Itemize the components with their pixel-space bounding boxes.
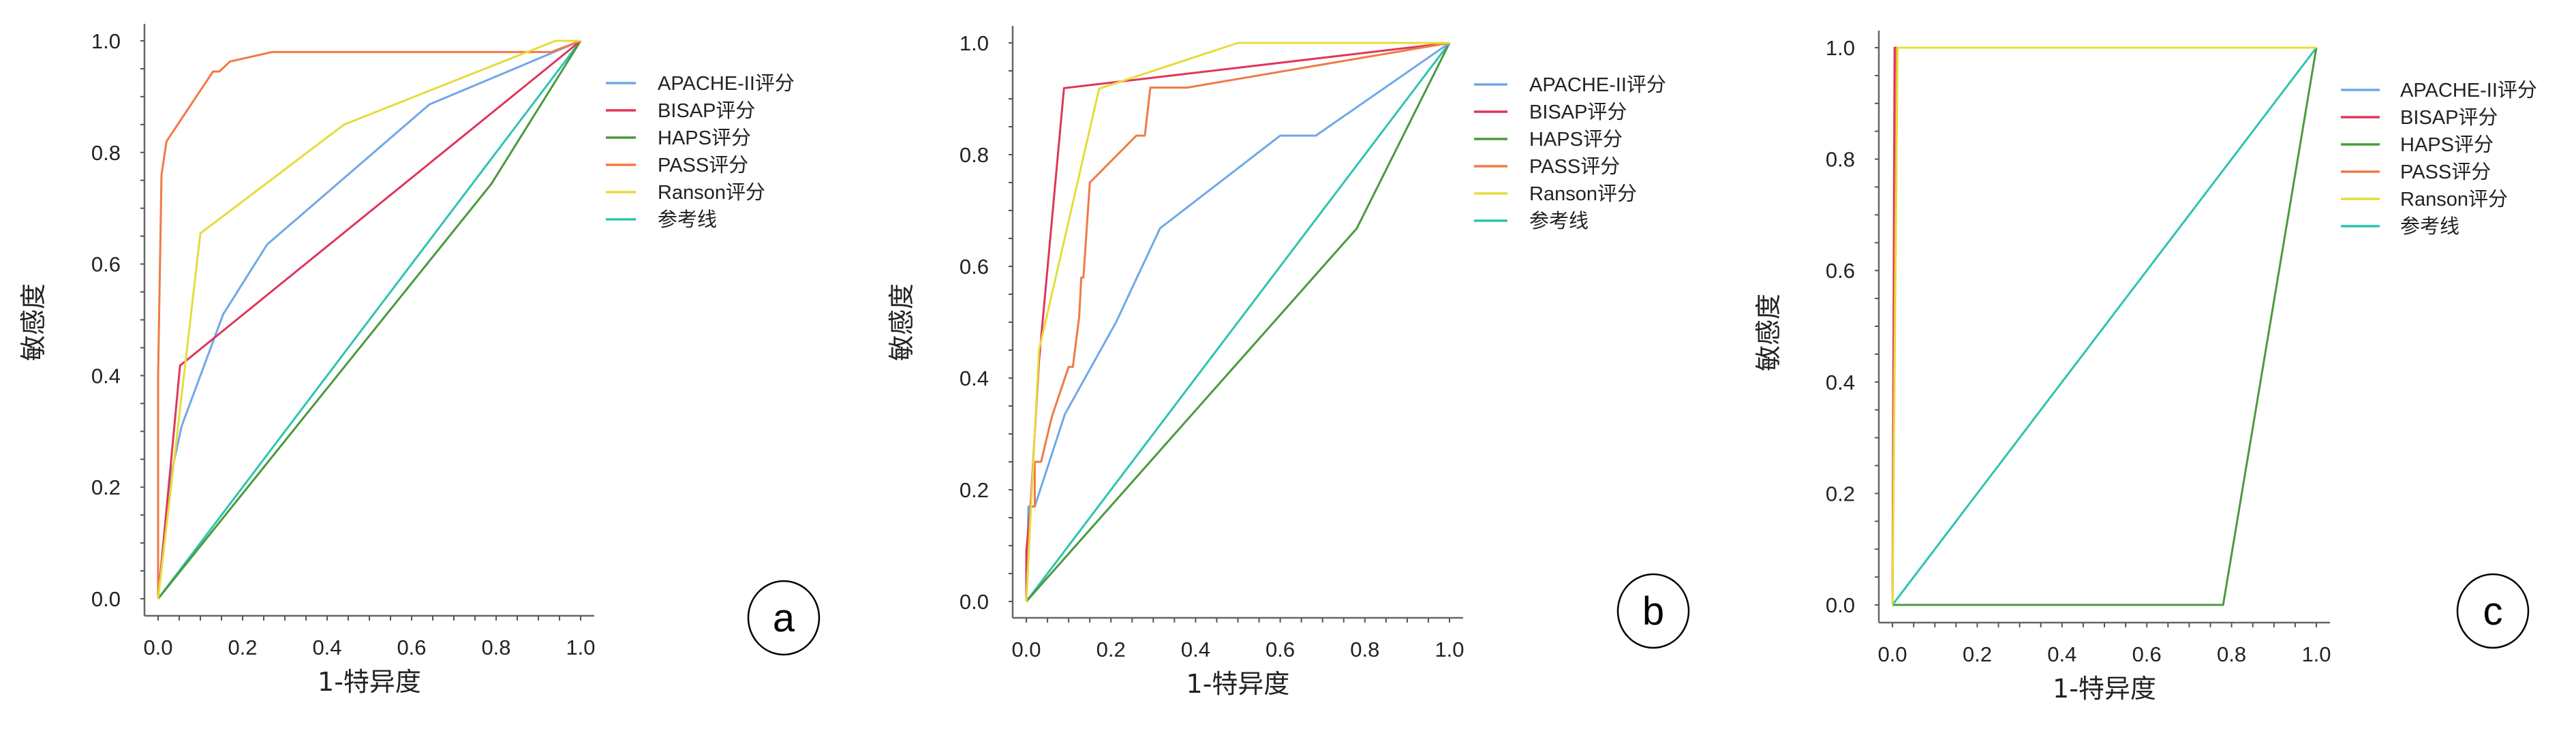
y-tick-label: 0.2 — [960, 478, 989, 502]
series-line-5 — [1891, 47, 2318, 606]
x-tick-label: 0.4 — [312, 636, 341, 659]
x-tick-label: 0.4 — [2047, 642, 2076, 666]
legend-label: APACHE-II评分 — [1529, 74, 1666, 96]
x-tick-label: 0.8 — [481, 636, 510, 659]
x-tick-label: 0.6 — [397, 636, 426, 659]
x-tick-label: 1.0 — [2301, 642, 2331, 666]
y-tick-label: 0.0 — [1826, 593, 1855, 617]
y-tick-label: 0.0 — [960, 590, 989, 614]
x-tick-label: 0.6 — [1266, 638, 1295, 661]
y-tick-label: 0.6 — [1826, 259, 1855, 283]
legend-label: BISAP评分 — [2400, 107, 2498, 129]
y-tick-label: 0.0 — [91, 587, 121, 611]
y-tick-label: 0.2 — [91, 475, 121, 499]
y-axis-title: 敏感度 — [18, 283, 48, 361]
y-tick-label: 1.0 — [960, 31, 989, 55]
y-tick-label: 0.8 — [960, 143, 989, 167]
x-tick-label: 0.2 — [1097, 638, 1126, 661]
x-tick-label: 0.4 — [1181, 638, 1210, 661]
x-axis-title: 1-特异度 — [318, 667, 421, 697]
legend-label: APACHE-II评分 — [2400, 80, 2537, 101]
y-tick-label: 0.8 — [1826, 148, 1855, 172]
y-axis-title: 敏感度 — [1753, 294, 1783, 371]
legend: APACHE-II评分 BISAP评分 HAPS评分 PASS评分 Ranson评分参考… — [1474, 74, 1666, 232]
roc-panel-a: 0.0 0.2 0.4 0.6 0.8 1.0 0.0 0.2 0.4 0.6 0.8 1.0 1-特异… — [18, 24, 821, 697]
legend-label: HAPS评分 — [658, 127, 751, 149]
legend-label: HAPS评分 — [1529, 129, 1623, 151]
x-axis-title: 1-特异度 — [1186, 669, 1290, 699]
series-line-2 — [157, 40, 582, 599]
x-tick-label: 1.0 — [566, 636, 595, 659]
y-tick-label: 0.8 — [91, 141, 121, 165]
series-line-5 — [157, 40, 582, 599]
legend-label: BISAP评分 — [1529, 101, 1627, 123]
y-tick-label: 1.0 — [91, 29, 121, 53]
y-axis-title: 敏感度 — [887, 283, 917, 361]
x-tick-label: 0.0 — [1877, 642, 1907, 666]
legend: APACHE-II评分 BISAP评分 HAPS评分 PASS评分 Ranson评分参考… — [606, 73, 795, 231]
roc-panel-b: 0.0 0.2 0.4 0.6 0.8 1.0 0.0 0.2 0.4 0.6 0.8 1.0 1-特异… — [887, 26, 1690, 699]
legend-label: PASS评分 — [1529, 156, 1620, 178]
legend-label: 参考线 — [2400, 215, 2459, 238]
y-tick-label: 0.4 — [1826, 371, 1855, 394]
y-tick-label: 0.4 — [960, 366, 989, 390]
x-axis-title: 1-特异度 — [2053, 674, 2156, 704]
panel-label-circle — [1616, 573, 1690, 649]
y-tick-label: 0.4 — [91, 364, 121, 388]
series-line-4 — [157, 40, 581, 599]
legend-label: PASS评分 — [2400, 161, 2491, 183]
y-tick-label: 0.2 — [1826, 482, 1855, 505]
y-tick-label: 0.6 — [960, 255, 989, 279]
series-line-4 — [1025, 42, 1450, 602]
legend-label: APACHE-II评分 — [658, 73, 795, 95]
legend-label: BISAP评分 — [658, 100, 755, 122]
x-tick-label: 1.0 — [1435, 638, 1464, 661]
panel-label: c — [2483, 589, 2503, 634]
x-tick-label: 0.0 — [1011, 638, 1041, 661]
y-tick-label: 1.0 — [1826, 36, 1855, 60]
legend-label: HAPS评分 — [2400, 134, 2494, 156]
legend: APACHE-II评分 BISAP评分 HAPS评分 PASS评分 Ranson评分参考… — [2341, 80, 2537, 238]
series-line-5 — [1025, 42, 1451, 602]
roc-panel-c: 0.0 0.2 0.4 0.6 0.8 1.0 0.0 0.2 0.4 0.6 0.8 1.0 1-特异… — [1753, 31, 2537, 704]
legend-label: PASS评分 — [658, 155, 748, 176]
series-line-3 — [157, 40, 581, 599]
x-tick-label: 0.2 — [228, 636, 257, 659]
panel-label-circle — [747, 580, 821, 656]
series-line-3 — [1025, 42, 1450, 602]
series-line-2 — [1892, 47, 2318, 606]
panel-label: b — [1642, 589, 1664, 634]
x-tick-label: 0.8 — [1350, 638, 1379, 661]
panel-label: a — [773, 596, 795, 640]
series-line-2 — [1025, 42, 1451, 602]
y-tick-label: 0.6 — [91, 253, 121, 277]
x-tick-label: 0.6 — [2132, 642, 2162, 666]
legend-label: 参考线 — [658, 208, 717, 231]
legend-label: Ranson评分 — [2400, 189, 2508, 210]
x-tick-label: 0.8 — [2217, 642, 2246, 666]
legend-label: 参考线 — [1529, 210, 1589, 232]
x-tick-label: 0.2 — [1963, 642, 1992, 666]
series-line-4 — [1891, 46, 2316, 606]
legend-label: Ranson评分 — [1529, 183, 1637, 205]
series-line-1 — [157, 40, 581, 599]
legend-label: Ranson评分 — [658, 182, 765, 204]
x-tick-label: 0.0 — [143, 636, 172, 659]
panel-label-circle — [2456, 573, 2530, 649]
